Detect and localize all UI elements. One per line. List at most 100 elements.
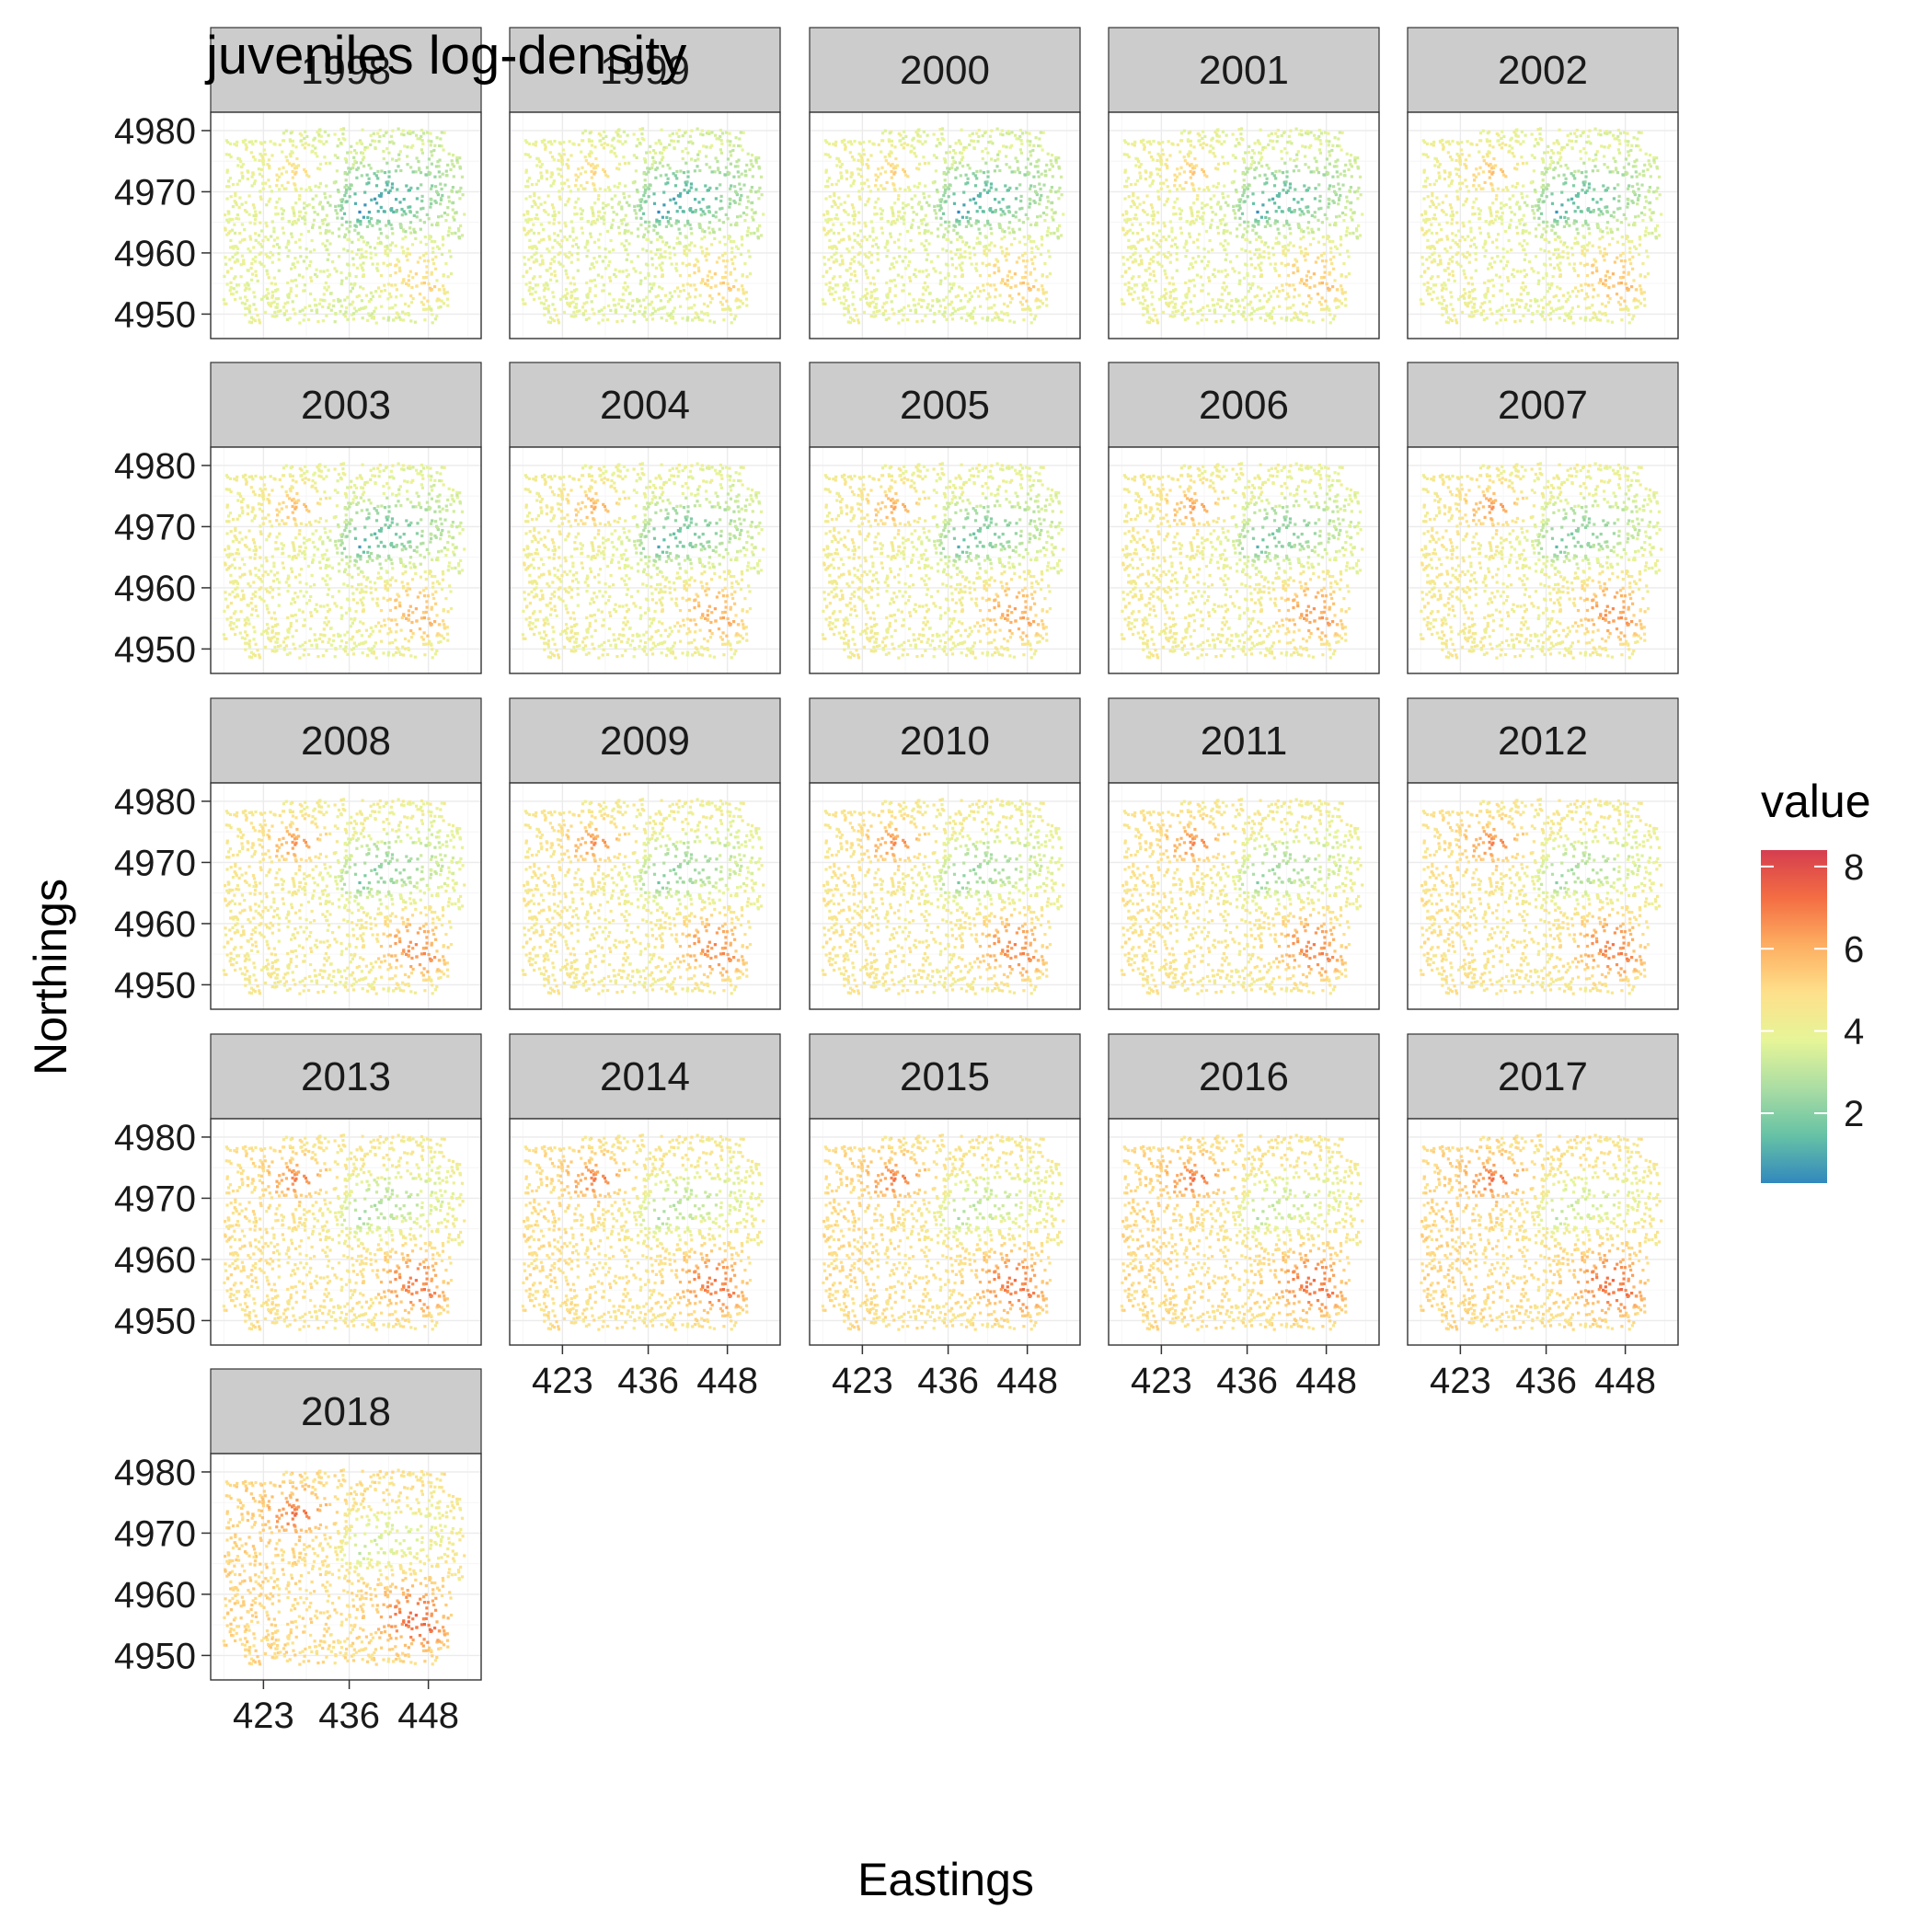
data-point bbox=[268, 167, 271, 170]
data-point bbox=[991, 318, 995, 322]
data-point bbox=[362, 306, 365, 310]
data-point bbox=[1314, 187, 1317, 190]
data-point bbox=[842, 237, 845, 241]
data-point bbox=[708, 166, 712, 169]
data-point bbox=[689, 283, 693, 287]
data-point bbox=[911, 218, 915, 222]
data-point bbox=[1305, 252, 1309, 256]
data-point bbox=[833, 201, 836, 205]
data-point bbox=[581, 305, 585, 309]
data-point bbox=[593, 201, 597, 205]
data-point bbox=[979, 169, 983, 173]
data-point bbox=[270, 290, 274, 294]
data-point bbox=[1265, 163, 1269, 167]
data-point bbox=[1234, 189, 1238, 192]
data-point bbox=[666, 220, 670, 224]
data-point bbox=[608, 189, 612, 192]
data-point bbox=[1050, 154, 1054, 157]
data-point bbox=[648, 167, 651, 170]
data-point bbox=[270, 282, 273, 285]
data-point bbox=[283, 302, 287, 305]
data-point bbox=[602, 146, 605, 150]
data-point bbox=[1133, 213, 1137, 217]
data-point bbox=[1168, 260, 1172, 264]
data-point bbox=[978, 194, 982, 198]
data-point bbox=[725, 259, 729, 263]
data-point bbox=[387, 222, 391, 225]
data-point bbox=[914, 213, 919, 216]
data-point bbox=[985, 180, 989, 184]
data-point bbox=[954, 142, 958, 145]
data-point bbox=[849, 184, 853, 188]
data-point bbox=[360, 299, 363, 303]
data-point bbox=[1192, 221, 1196, 224]
data-point bbox=[547, 237, 552, 241]
data-point bbox=[1056, 229, 1060, 233]
data-point bbox=[1345, 230, 1349, 234]
data-point bbox=[560, 181, 564, 185]
data-point bbox=[686, 190, 690, 194]
data-point bbox=[652, 149, 656, 153]
data-point bbox=[247, 170, 250, 174]
data-point bbox=[336, 144, 339, 148]
data-point bbox=[1301, 144, 1305, 148]
data-point bbox=[431, 258, 434, 261]
data-point bbox=[938, 270, 942, 275]
data-point bbox=[1185, 295, 1189, 299]
data-point bbox=[543, 313, 546, 316]
data-point bbox=[1013, 272, 1017, 276]
data-point bbox=[933, 312, 937, 316]
data-point bbox=[531, 287, 535, 291]
data-point bbox=[616, 139, 620, 143]
data-point bbox=[350, 144, 353, 148]
data-point bbox=[1283, 161, 1287, 165]
data-point bbox=[1283, 247, 1287, 250]
data-point bbox=[306, 229, 311, 234]
data-point bbox=[1333, 299, 1337, 303]
data-point bbox=[236, 251, 239, 255]
data-point bbox=[954, 252, 958, 256]
data-point bbox=[853, 270, 857, 273]
data-point bbox=[735, 191, 739, 195]
data-point bbox=[1024, 270, 1028, 274]
data-point bbox=[550, 317, 555, 321]
data-point bbox=[1258, 253, 1261, 257]
data-point bbox=[727, 235, 730, 238]
data-point bbox=[1201, 313, 1204, 316]
data-point bbox=[938, 305, 942, 308]
data-point bbox=[1262, 293, 1266, 297]
data-point bbox=[333, 267, 337, 270]
data-point bbox=[853, 238, 857, 242]
data-point bbox=[1221, 155, 1225, 159]
data-point bbox=[346, 317, 350, 321]
data-point bbox=[994, 158, 997, 163]
data-point bbox=[757, 197, 761, 201]
data-point bbox=[1015, 260, 1018, 264]
data-point bbox=[1010, 170, 1014, 174]
data-point bbox=[345, 227, 349, 231]
data-point bbox=[1014, 133, 1018, 137]
data-point bbox=[1007, 211, 1011, 214]
data-point bbox=[598, 139, 602, 143]
data-point bbox=[631, 299, 635, 303]
data-point bbox=[435, 223, 439, 226]
data-point bbox=[887, 153, 891, 156]
data-point bbox=[1340, 284, 1343, 288]
data-point bbox=[277, 258, 281, 261]
data-point bbox=[1286, 141, 1290, 144]
data-point bbox=[602, 313, 605, 316]
data-point bbox=[311, 205, 315, 210]
data-point bbox=[361, 236, 364, 239]
data-point bbox=[1309, 170, 1313, 174]
data-point bbox=[972, 139, 976, 143]
data-point bbox=[1129, 245, 1133, 248]
data-point bbox=[335, 169, 339, 173]
data-point bbox=[1042, 292, 1046, 295]
data-point bbox=[737, 298, 741, 302]
data-point bbox=[1145, 213, 1149, 216]
data-point bbox=[378, 128, 382, 132]
data-point bbox=[576, 252, 580, 256]
data-point bbox=[254, 139, 258, 144]
data-point bbox=[446, 304, 450, 307]
data-point bbox=[409, 145, 413, 149]
